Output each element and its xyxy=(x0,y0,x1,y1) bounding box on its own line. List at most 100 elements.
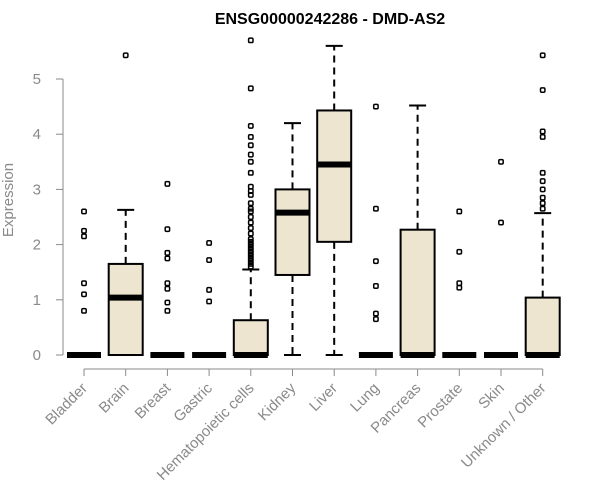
box-group xyxy=(484,158,518,358)
box xyxy=(274,188,311,276)
outlier-point xyxy=(247,122,254,129)
outlier-point xyxy=(539,169,546,176)
outlier-point xyxy=(247,260,254,267)
y-tick-label: 1 xyxy=(33,292,41,309)
chart-title: ENSG00000242286 - DMD-AS2 xyxy=(215,11,445,28)
outlier-point xyxy=(247,142,254,149)
outlier-point xyxy=(247,134,254,140)
outlier-point xyxy=(247,37,254,44)
outlier-point xyxy=(247,219,254,226)
box xyxy=(316,109,353,243)
outlier-point xyxy=(247,183,254,190)
outlier-point xyxy=(247,205,254,212)
box-group xyxy=(192,239,227,358)
outlier-point xyxy=(372,258,379,265)
outlier-point xyxy=(81,307,87,314)
outlier-point xyxy=(164,180,171,187)
outlier-point xyxy=(372,316,379,323)
outlier-point xyxy=(247,158,254,165)
outlier-point xyxy=(247,230,254,237)
x-tick-label: Lung xyxy=(347,380,383,416)
outlier-point xyxy=(164,299,171,306)
outlier-point xyxy=(164,255,171,262)
box-group xyxy=(316,44,353,356)
box-group xyxy=(274,122,311,356)
y-tick-label: 2 xyxy=(33,237,41,254)
outlier-point xyxy=(164,226,171,233)
x-tick-label: Breast xyxy=(132,379,175,422)
outlier-point xyxy=(456,208,463,215)
y-tick-label: 4 xyxy=(33,126,41,143)
outlier-point xyxy=(206,298,213,305)
box-group xyxy=(107,52,144,357)
outlier-point xyxy=(247,214,254,220)
outlier-point xyxy=(81,291,87,298)
box xyxy=(232,319,269,356)
outlier-point xyxy=(122,52,129,59)
outlier-point xyxy=(247,236,254,243)
outlier-point xyxy=(539,52,546,59)
outlier-point xyxy=(247,200,254,207)
outlier-point xyxy=(247,241,254,248)
outlier-point xyxy=(164,307,171,314)
outlier-point xyxy=(247,263,254,270)
outlier-point xyxy=(539,194,546,201)
outlier-point xyxy=(81,233,87,240)
outlier-point xyxy=(372,205,379,212)
outlier-point xyxy=(539,178,546,185)
outlier-point xyxy=(247,247,254,254)
outlier-point xyxy=(247,238,254,245)
y-axis-label: Expression xyxy=(0,163,17,237)
x-tick-label: Skin xyxy=(475,380,508,413)
outlier-point xyxy=(247,244,254,251)
outlier-point xyxy=(247,208,254,215)
outlier-point xyxy=(247,85,254,92)
y-tick-label: 0 xyxy=(33,347,41,364)
outlier-point xyxy=(372,310,379,317)
outlier-point xyxy=(539,134,546,140)
x-tick-label: Brain xyxy=(96,380,133,417)
box xyxy=(107,262,144,357)
box xyxy=(399,228,436,356)
outlier-point xyxy=(247,249,254,256)
outlier-point xyxy=(206,239,213,246)
chart-marks xyxy=(67,37,561,358)
outlier-point xyxy=(81,208,87,215)
box-group xyxy=(399,104,436,358)
outlier-point xyxy=(247,169,254,176)
box-group xyxy=(232,37,269,358)
outlier-point xyxy=(372,283,379,289)
outlier-point xyxy=(539,87,546,93)
outlier-point xyxy=(81,280,87,287)
x-tick-label: Liver xyxy=(306,380,341,415)
x-tick-label: Kidney xyxy=(255,379,300,424)
outlier-point xyxy=(81,227,87,234)
box-group xyxy=(67,208,101,358)
outlier-point xyxy=(456,280,463,287)
outlier-point xyxy=(164,285,171,292)
box-group xyxy=(524,52,561,358)
outlier-point xyxy=(539,205,546,212)
outlier-point xyxy=(247,252,254,259)
outlier-point xyxy=(247,258,254,265)
box-group xyxy=(442,208,477,358)
outlier-point xyxy=(164,280,171,287)
outlier-point xyxy=(247,225,254,231)
outlier-point xyxy=(498,158,504,165)
x-tick-label: Bladder xyxy=(42,380,91,429)
outlier-point xyxy=(247,151,254,158)
outlier-point xyxy=(247,255,254,262)
outlier-point xyxy=(539,200,546,207)
outlier-point xyxy=(206,286,213,293)
outlier-point xyxy=(372,103,379,110)
box xyxy=(524,296,561,357)
outlier-point xyxy=(206,257,213,264)
box-group xyxy=(150,180,185,358)
x-tick-label: Prostate xyxy=(415,380,467,432)
box-group xyxy=(358,103,393,358)
outlier-point xyxy=(539,186,546,193)
outlier-point xyxy=(539,128,546,135)
y-tick-label: 5 xyxy=(33,71,41,88)
